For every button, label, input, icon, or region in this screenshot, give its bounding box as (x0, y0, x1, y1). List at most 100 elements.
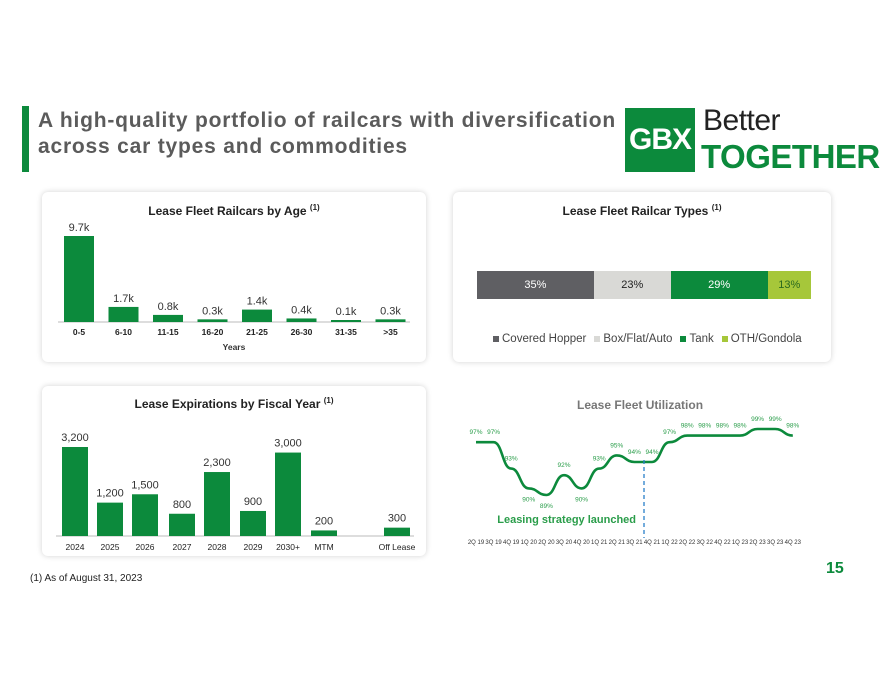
logo-mark: GBX (625, 108, 695, 172)
exp-data-label: 3,000 (274, 438, 302, 450)
age-tick-label: 0-5 (73, 327, 86, 337)
utilization-tick-label: 4Q 21 (644, 540, 661, 546)
segment-oth-gondola: 13% (767, 271, 811, 299)
age-tick-label: 16-20 (202, 327, 224, 337)
utilization-data-label: 94% (628, 449, 641, 456)
age-data-label: 1.7k (113, 293, 134, 305)
exp-data-label: 800 (173, 499, 191, 511)
footnote: (1) As of August 31, 2023 (30, 573, 143, 584)
age-tick-label: 6-10 (115, 327, 132, 337)
types-legend: Covered Hopper Box/Flat/Auto Tank OTH/Go… (493, 333, 802, 345)
utilization-data-label: 94% (645, 449, 658, 456)
utilization-tick-label: 1Q 23 (732, 540, 749, 546)
age-data-label: 1.4k (247, 296, 268, 308)
expirations-chart-title: Lease Expirations by Fiscal Year (1) (134, 396, 334, 411)
utilization-tick-label: 2Q 21 (609, 540, 626, 546)
exp-bar-2029 (240, 510, 266, 536)
utilization-data-label: 97% (663, 429, 676, 436)
legend-tank: Tank (680, 333, 714, 345)
utilization-series-line (476, 427, 793, 497)
exp-tick-label: Off Lease (379, 542, 416, 552)
age-data-label: 9.7k (69, 222, 90, 234)
age-bar-35 (375, 319, 406, 322)
utilization-tick-label: 2Q 22 (679, 540, 696, 546)
exp-tick-label: MTM (314, 542, 333, 552)
age-bar-chart: 9.7k 0-5 1.7k 6-10 0.8k 11-15 0.3k 16-20 1.4k 21-… (58, 222, 410, 352)
utilization-tick-label: 1Q 20 (521, 540, 538, 546)
age-tick-label: 31-35 (335, 327, 357, 337)
logo-line-better: Better (703, 104, 781, 137)
exp-tick-label: 2026 (136, 542, 155, 552)
exp-data-label: 300 (388, 513, 406, 525)
age-data-label: 0.1k (336, 306, 357, 318)
legend-oth-gondola: OTH/Gondola (721, 333, 802, 345)
utilization-data-label: 98% (681, 423, 694, 430)
utilization-tick-label: 3Q 21 (626, 540, 643, 546)
exp-bar-2025 (97, 502, 123, 536)
strategy-annotation: Leasing strategy launched (497, 514, 636, 526)
age-data-label: 0.4k (291, 304, 312, 316)
exp-bar-2028 (204, 472, 230, 536)
utilization-data-label: 95% (610, 442, 623, 449)
utilization-tick-label: 2Q 23 (749, 540, 766, 546)
page-number: 15 (826, 560, 844, 577)
age-bar-26-30 (286, 318, 317, 322)
exp-data-label: 900 (244, 496, 262, 508)
utilization-data-label: 97% (469, 429, 482, 436)
expirations-chart-card: Lease Expirations by Fiscal Year (1) 3,2… (42, 386, 426, 556)
utilization-data-label: 98% (716, 423, 729, 430)
page-title: A high-quality portfolio of railcars wit… (38, 109, 617, 158)
utilization-tick-label: 2Q 19 (468, 540, 485, 546)
age-data-label: 0.3k (380, 305, 401, 317)
utilization-data-label: 92% (557, 462, 570, 469)
utilization-data-label: 93% (505, 456, 518, 463)
exp-bar-off-lease (384, 527, 410, 536)
utilization-line-chart: Leasing strategy launched 97% 2Q 19 97% 3Q 1… (468, 416, 802, 546)
utilization-tick-label: 3Q 19 (485, 540, 502, 546)
utilization-tick-label: 4Q 20 (573, 540, 590, 546)
legend-covered-hopper: Covered Hopper (493, 333, 586, 345)
utilization-data-label: 89% (540, 503, 553, 510)
age-tick-label: 26-30 (291, 327, 313, 337)
exp-bar-2024 (62, 447, 88, 536)
age-bar-21-25 (242, 309, 272, 322)
age-chart-card: Lease Fleet Railcars by Age (1) 9.7k 0-5 1… (42, 192, 426, 362)
exp-tick-label: 2028 (208, 542, 227, 552)
utilization-data-label: 90% (575, 496, 588, 503)
age-bar-0-5 (64, 236, 94, 322)
utilization-data-label: 98% (733, 423, 746, 430)
utilization-tick-label: 4Q 19 (503, 540, 520, 546)
segment-tank: 29% (670, 271, 768, 299)
age-bar-31-35 (331, 320, 361, 322)
age-tick-label: 11-15 (157, 327, 179, 337)
utilization-data-label: 93% (593, 456, 606, 463)
utilization-data-label: 90% (522, 496, 535, 503)
utilization-tick-label: 3Q 22 (697, 540, 714, 546)
exp-tick-label: 2025 (101, 542, 120, 552)
title-accent-bar (22, 106, 29, 172)
exp-tick-label: 2030+ (276, 542, 300, 552)
utilization-tick-label: 3Q 20 (556, 540, 573, 546)
age-data-label: 0.8k (158, 301, 179, 313)
gbx-logo: GBX Better TOGETHER (625, 104, 880, 175)
types-stacked-bar: 35% 23% 29% 13% (477, 271, 811, 299)
exp-data-label: 1,500 (131, 479, 159, 491)
age-chart-title: Lease Fleet Railcars by Age (1) (148, 203, 320, 218)
exp-tick-label: 2024 (66, 542, 85, 552)
age-bar-6-10 (108, 306, 139, 322)
age-x-axis-label: Years (223, 342, 246, 352)
logo-line-together: TOGETHER (701, 138, 880, 175)
utilization-tick-label: 3Q 23 (767, 540, 784, 546)
exp-data-label: 2,300 (203, 457, 231, 469)
utilization-tick-label: 4Q 23 (785, 540, 802, 546)
utilization-tick-label: 1Q 22 (661, 540, 678, 546)
segment-box-flat-auto: 23% (593, 271, 671, 299)
age-tick-label: >35 (383, 327, 398, 337)
age-tick-label: 21-25 (246, 327, 268, 337)
exp-bar-2026 (132, 494, 158, 536)
utilization-tick-label: 1Q 21 (591, 540, 608, 546)
exp-bar-2030 (275, 452, 301, 536)
types-chart-title: Lease Fleet Railcar Types (1) (562, 203, 722, 218)
age-bar-16-20 (197, 319, 228, 322)
utilization-data-label: 99% (769, 416, 782, 423)
